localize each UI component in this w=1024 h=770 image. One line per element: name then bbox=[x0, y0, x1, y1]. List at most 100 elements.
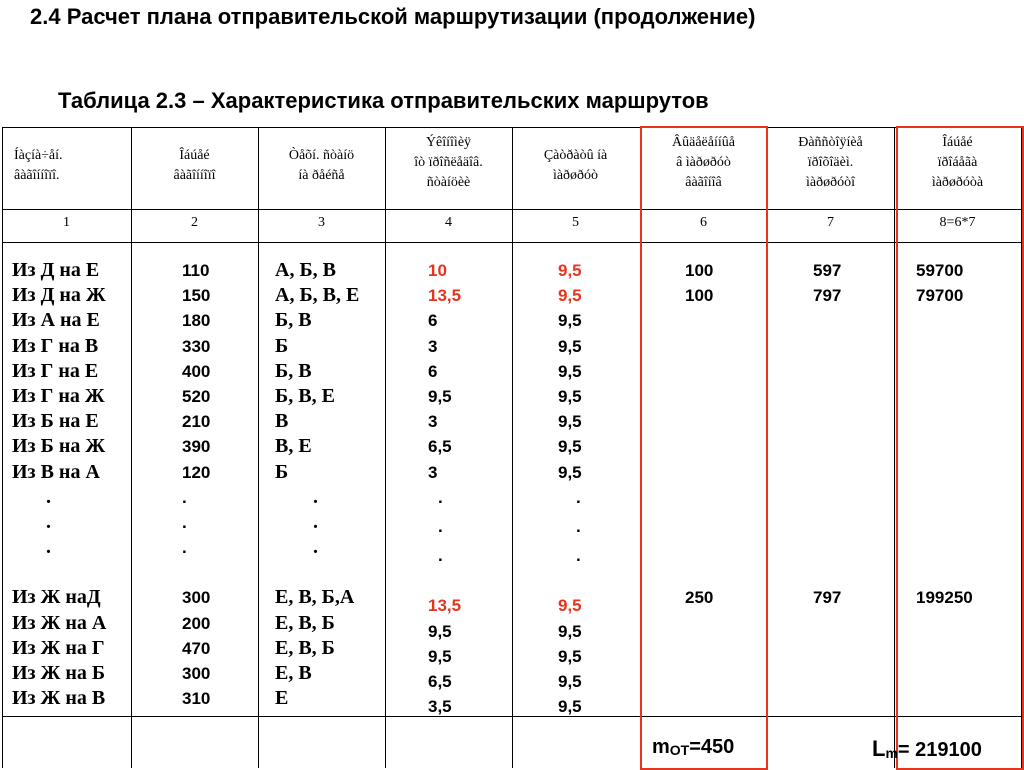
ellipsis-dot: . bbox=[46, 485, 51, 508]
volume-column: 110 150 180 330 400 520 210 390 120... 300 200 470 3… bbox=[182, 258, 210, 711]
volume-cell: 200 bbox=[182, 613, 211, 633]
allocated-column: 100 100 250 bbox=[685, 258, 713, 711]
ellipsis-dot: . bbox=[46, 536, 51, 559]
ellipsis-dot: . bbox=[576, 516, 581, 536]
mileage-cell: 79700 bbox=[916, 286, 964, 306]
stations-cell: Е bbox=[275, 687, 289, 710]
savings-cell: 6,5 bbox=[428, 672, 452, 691]
savings-cell: 6 bbox=[428, 311, 438, 331]
stations-cell: А, Б, В, Е bbox=[275, 284, 360, 307]
column-number-1: 1 bbox=[63, 215, 70, 230]
stations-cell: Б, В bbox=[275, 359, 312, 382]
distance-cell bbox=[813, 409, 841, 434]
route-cell: Из Г на Е bbox=[12, 359, 99, 382]
distance-cell bbox=[813, 359, 841, 384]
mileage-column: 59700 79700 199250 bbox=[916, 258, 973, 711]
distance-cell bbox=[813, 636, 841, 661]
route-cell: Из Г на В bbox=[12, 334, 99, 357]
spacer-cell bbox=[813, 485, 841, 510]
volume-cell: 310 bbox=[182, 689, 211, 709]
cost-cell: 9,5 bbox=[558, 261, 582, 280]
route-cell: Из Д на Е bbox=[12, 259, 100, 281]
volume-cell: 400 bbox=[182, 361, 211, 381]
cost-cell: 9,5 bbox=[558, 286, 582, 306]
stations-cell: Б bbox=[275, 334, 289, 357]
cost-cell: 9,5 bbox=[558, 646, 582, 666]
cost-cell: 9,5 bbox=[558, 596, 582, 616]
spacer-cell bbox=[12, 560, 106, 585]
volume-cell: 120 bbox=[182, 462, 211, 482]
header-cell-7: Ðàññòîÿíèå ïðîõîäèì. ìàðøðóòî bbox=[798, 135, 863, 190]
ellipsis-dot: . bbox=[182, 512, 187, 532]
column-number-4: 4 bbox=[445, 215, 452, 230]
ellipsis-dot: . bbox=[438, 516, 443, 536]
column-number-6: 6 bbox=[700, 215, 707, 230]
volume-cell: 300 bbox=[182, 588, 211, 608]
spacer-cell bbox=[813, 560, 841, 585]
header-cell-4: Ýêîíîìèÿ îò ïðîñëåäîâ. ñòàíöèè bbox=[414, 135, 483, 190]
stations-cell: Б, В, Е bbox=[275, 384, 335, 407]
route-column: Из Д на Е Из Д на Ж Из А на Е Из Г на В Из Г… bbox=[12, 258, 106, 711]
savings-cell: 3 bbox=[428, 336, 438, 356]
savings-cell: 13,5 bbox=[428, 286, 462, 306]
distance-cell: 797 bbox=[813, 588, 842, 608]
route-cell: Из А на Е bbox=[12, 309, 100, 332]
ellipsis-dot: . bbox=[313, 510, 318, 533]
volume-cell: 110 bbox=[182, 261, 210, 280]
cost-cell: 9,5 bbox=[558, 437, 582, 457]
stations-cell: Е, В, Б bbox=[275, 636, 335, 659]
column-number-3: 3 bbox=[318, 215, 325, 230]
savings-cell: 3 bbox=[428, 412, 438, 432]
cost-cell: 9,5 bbox=[558, 621, 582, 641]
ellipsis-dot: . bbox=[576, 546, 581, 566]
header-cell-6: Âûäåëåííûå â ìàðøðóò âàãîíîâ bbox=[672, 135, 735, 190]
savings-cell: 10 bbox=[428, 261, 447, 280]
volume-cell: 300 bbox=[182, 664, 211, 683]
route-cell: Из Ж на Г bbox=[12, 636, 105, 659]
cost-cell: 9,5 bbox=[558, 697, 582, 717]
distance-cell bbox=[813, 308, 841, 333]
stations-cell: А, Б, В bbox=[275, 259, 337, 281]
spacer-cell bbox=[558, 568, 582, 593]
ellipsis-dot: . bbox=[313, 485, 318, 508]
savings-cell: 13,5 bbox=[428, 596, 462, 616]
slide-title: 2.4 Расчет плана отправительской маршрут… bbox=[30, 4, 756, 29]
spacer-cell bbox=[182, 560, 210, 585]
total-l-m: Lm= 219100 bbox=[872, 736, 982, 761]
header-cell-3: Òåõí. ñòàíö íà ðåéñå bbox=[288, 148, 355, 183]
distance-cell bbox=[813, 661, 841, 686]
route-cell: Из Г на Ж bbox=[12, 384, 105, 407]
route-cell: Из Ж на А bbox=[12, 611, 107, 634]
cost-cell: 9,5 bbox=[558, 462, 582, 482]
ellipsis-dot: . bbox=[46, 510, 51, 533]
column-number-5: 5 bbox=[572, 215, 579, 230]
header-cell-5: Çàòðàòû íà ìàðøðóò bbox=[543, 148, 608, 183]
savings-cell: 9,5 bbox=[428, 646, 452, 666]
ellipsis-dot: . bbox=[182, 538, 187, 558]
header-cell-1: Íàçíà÷åí. âàãîííîïî. bbox=[14, 148, 63, 183]
route-cell: Из Б на Е bbox=[12, 410, 99, 433]
stations-cell: Е, В, Б,А bbox=[275, 586, 355, 609]
spacer-cell bbox=[813, 510, 841, 535]
route-cell: Из Ж на Б bbox=[12, 662, 106, 684]
spacer-cell bbox=[275, 560, 359, 585]
table-caption: Таблица 2.3 – Характеристика отправитель… bbox=[58, 88, 709, 113]
distance-cell bbox=[813, 434, 841, 459]
cost-cell: 9,5 bbox=[558, 386, 582, 406]
column-number-8: 8=6*7 bbox=[939, 215, 976, 230]
savings-cell: 6 bbox=[428, 361, 438, 381]
ellipsis-dot: . bbox=[313, 536, 318, 559]
savings-cell: 9,5 bbox=[428, 621, 452, 641]
spacer-cell bbox=[813, 535, 841, 560]
distance-column: 597 797 797 bbox=[813, 258, 841, 711]
ellipsis-dot: . bbox=[182, 487, 187, 507]
highlight-box-column-8 bbox=[896, 126, 1024, 770]
cost-column: 9,5 9,5 9,5 9,5 9,5 9,5 9,5 9,5 9,5... 9,5 9,5 9,5 9… bbox=[558, 258, 582, 719]
savings-cell: 3,5 bbox=[428, 697, 452, 717]
allocated-cell: 100 bbox=[685, 261, 714, 280]
stations-cell: Б bbox=[275, 460, 289, 483]
header-cell-2: Îáúåé âàãîííîïî bbox=[173, 148, 216, 183]
volume-cell: 330 bbox=[182, 336, 211, 356]
cost-cell: 9,5 bbox=[558, 672, 582, 691]
